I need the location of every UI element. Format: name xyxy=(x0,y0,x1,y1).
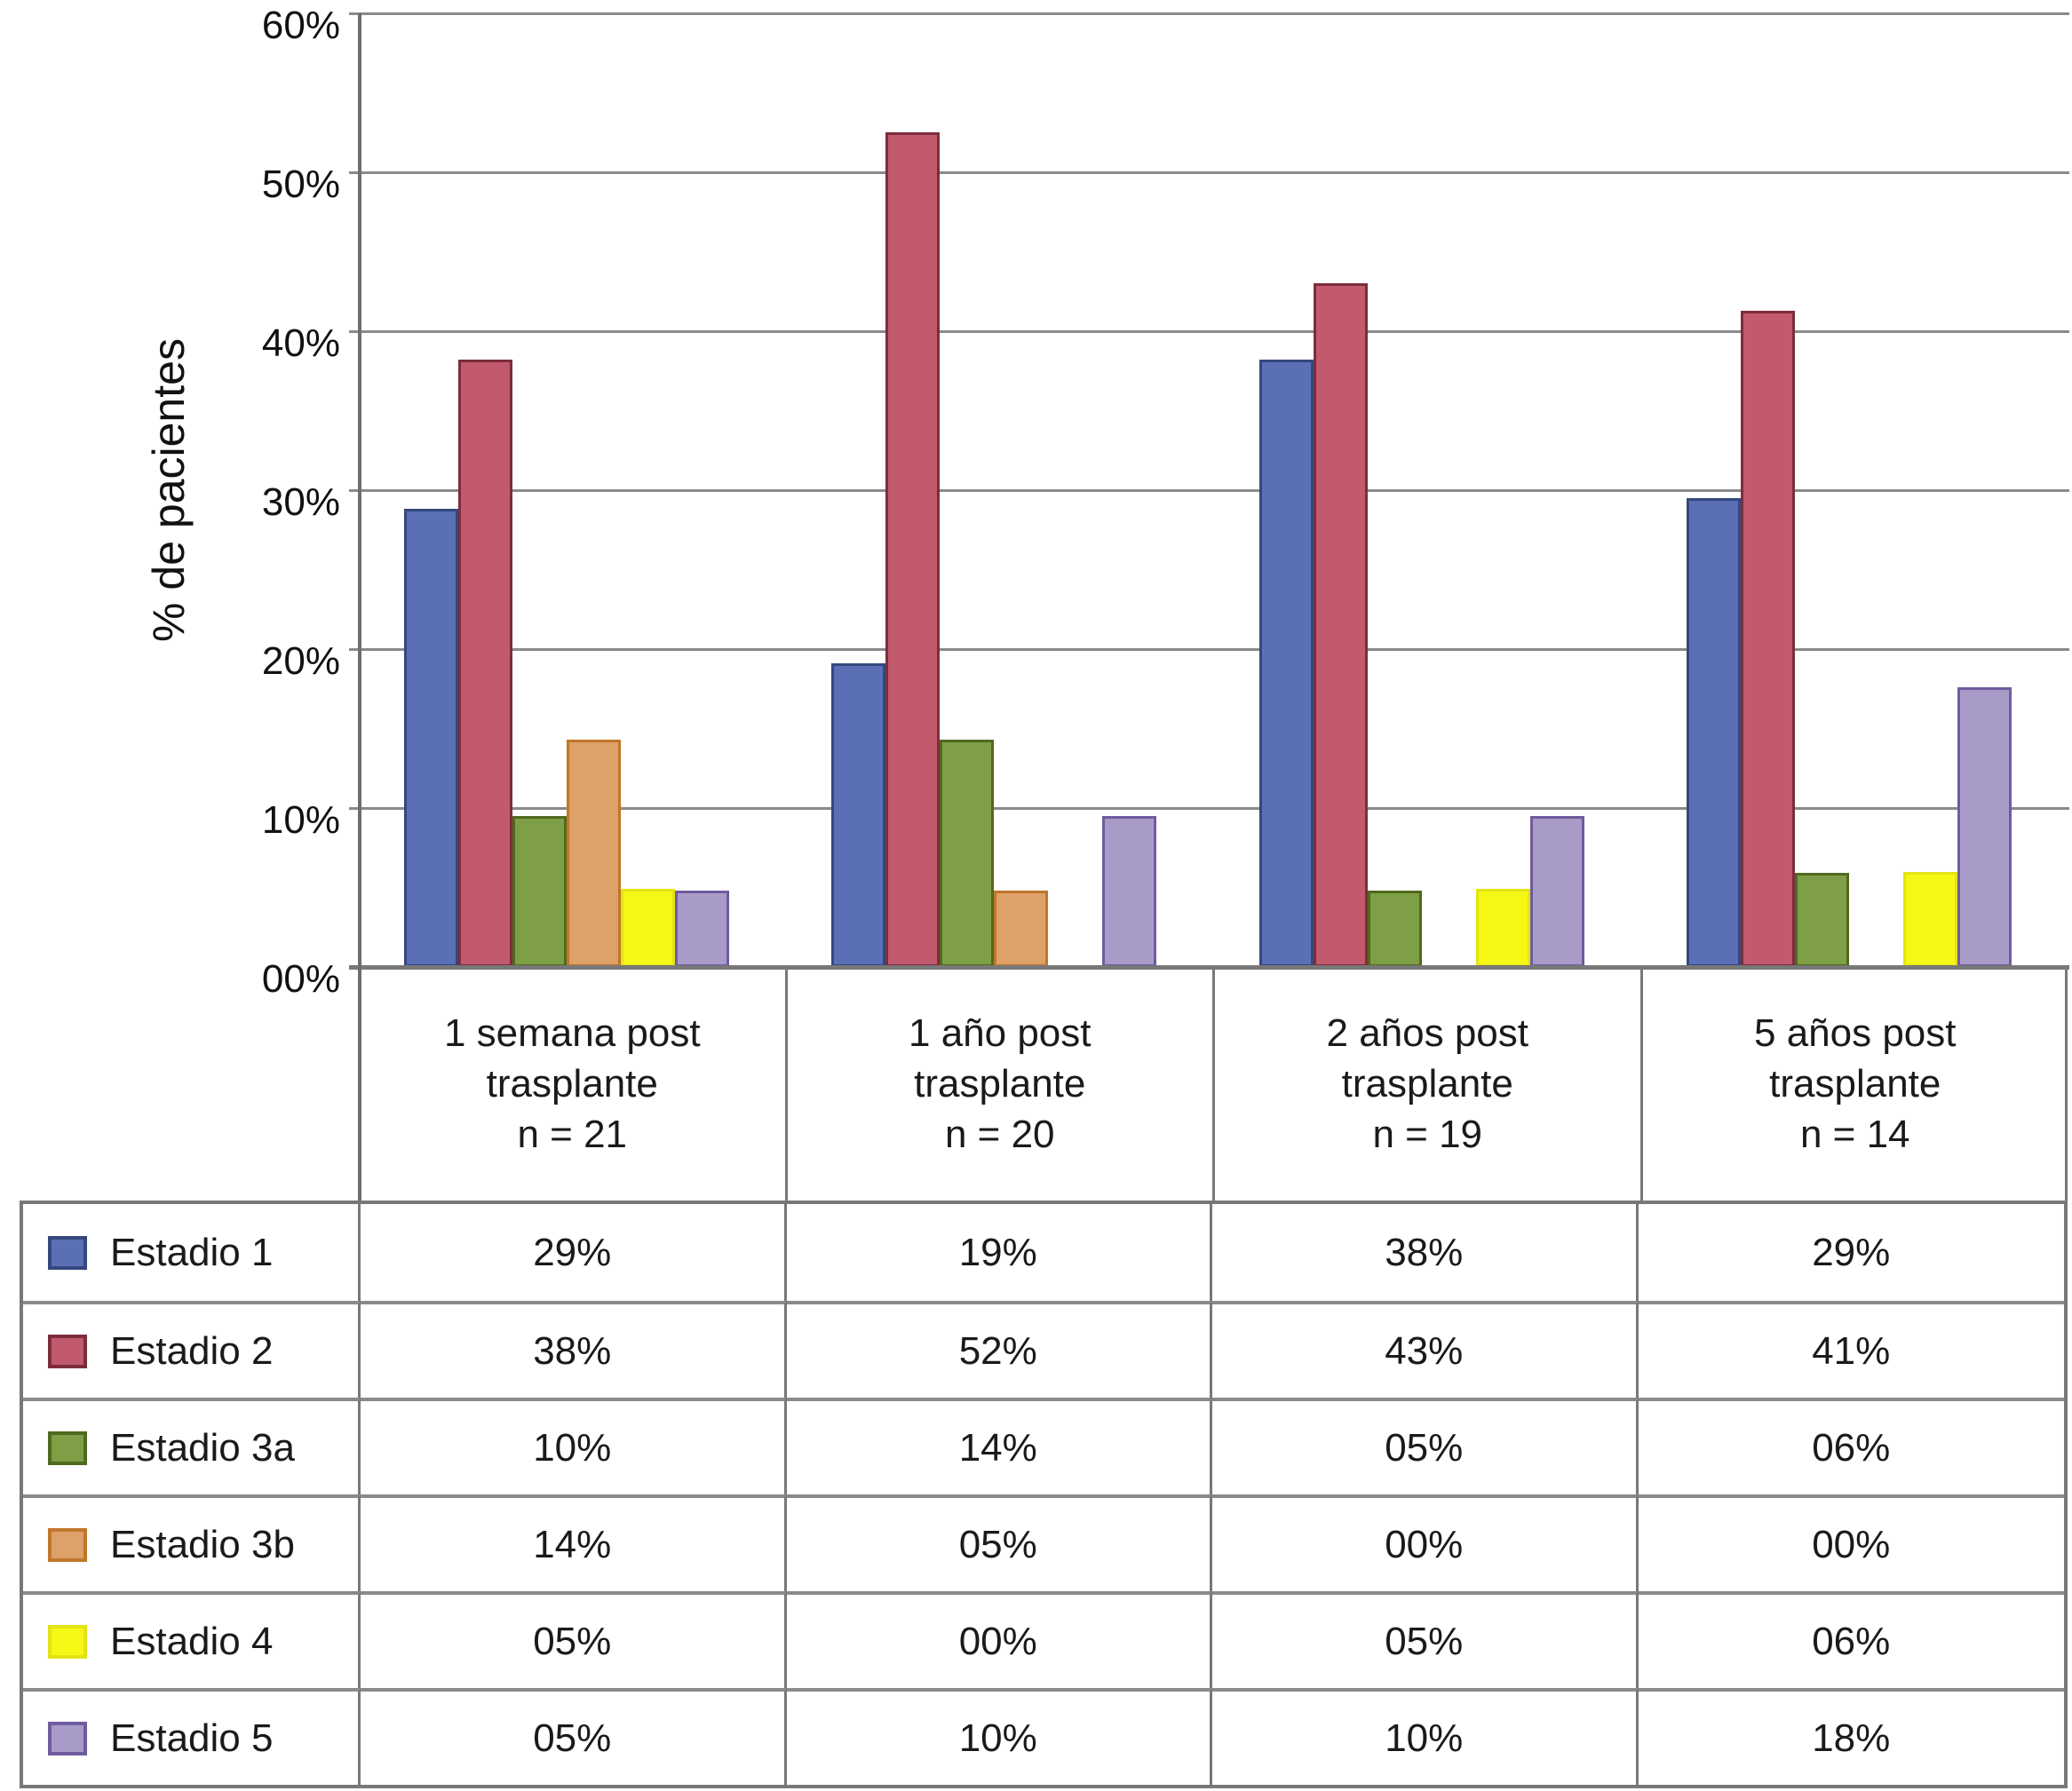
category-header-row: 1 semana post trasplante n = 21 1 año post t… xyxy=(360,967,2068,1201)
bar-estadio-3b-group-2 xyxy=(994,891,1048,967)
category-header-line: n = 20 xyxy=(944,1113,1055,1156)
table-value-cell: 05% xyxy=(361,1591,787,1688)
table-value-cell: 18% xyxy=(1638,1688,2064,1785)
table-value-cell: 05% xyxy=(1212,1591,1639,1688)
legend-swatch-estadio-5 xyxy=(48,1721,87,1755)
y-tick-label: 20% xyxy=(261,639,340,683)
table-value-cell: 05% xyxy=(786,1494,1212,1591)
category-header-4: 5 años post trasplante n = 14 xyxy=(1643,967,2068,1201)
category-header-line: trasplante xyxy=(1769,1062,1941,1106)
bar-estadio-2-group-3 xyxy=(1314,283,1368,967)
gridline xyxy=(349,12,2069,15)
category-header-line: 1 año post xyxy=(909,1011,1092,1055)
table-value-cell: 29% xyxy=(361,1204,787,1301)
table-value-cell: 10% xyxy=(361,1398,787,1494)
legend-swatch-estadio-3b xyxy=(48,1527,87,1562)
gridline xyxy=(349,807,2069,810)
table-value-cell: 00% xyxy=(1212,1494,1639,1591)
legend-label: Estadio 1 xyxy=(110,1230,274,1274)
table-value-cell: 05% xyxy=(1212,1398,1639,1494)
table-value-cell: 38% xyxy=(361,1301,787,1398)
header-row-right-border xyxy=(2065,967,2068,1201)
gridline xyxy=(349,330,2069,333)
y-tick-label: 40% xyxy=(261,321,340,365)
bar-estadio-3a-group-1 xyxy=(512,816,567,967)
bar-estadio-1-group-4 xyxy=(1687,498,1741,967)
table-value-cell: 19% xyxy=(787,1204,1212,1301)
category-header-line: trasplante xyxy=(486,1062,658,1106)
bar-estadio-2-group-2 xyxy=(885,132,940,967)
table-value-cell: 29% xyxy=(1812,1230,1891,1274)
table-value-cell: 38% xyxy=(1212,1204,1639,1301)
y-tick-label: 30% xyxy=(261,480,340,524)
table-value-cell: 00% xyxy=(1638,1494,2064,1591)
y-tick-label: 60% xyxy=(261,4,340,47)
y-axis-title: % de pacientes xyxy=(144,338,194,642)
category-header-3: 2 años post trasplante n = 19 xyxy=(1215,967,1643,1201)
bar-estadio-5-group-1 xyxy=(675,891,729,967)
legend-swatch-estadio-1 xyxy=(48,1235,87,1270)
table-value-cell: 14% xyxy=(786,1398,1212,1494)
table-value-cell: 10% xyxy=(1212,1688,1639,1785)
y-tick-label: 10% xyxy=(261,798,340,842)
y-tick-label: 00% xyxy=(261,957,340,1001)
table-value-cell: 00% xyxy=(786,1591,1212,1688)
table-value-cell: 05% xyxy=(361,1688,787,1785)
bar-estadio-3b-group-1 xyxy=(567,740,621,967)
legend-cell-estadio-3b: Estadio 3b xyxy=(23,1494,361,1591)
legend-label: Estadio 5 xyxy=(110,1716,274,1760)
table-value-cell: 14% xyxy=(361,1494,787,1591)
table-value-cell: 06% xyxy=(1638,1398,2064,1494)
category-header-line: n = 19 xyxy=(1372,1113,1483,1156)
category-header-line: 5 años post xyxy=(1754,1011,1957,1055)
bar-estadio-1-group-3 xyxy=(1259,360,1314,967)
bar-estadio-4-group-1 xyxy=(621,889,675,967)
legend-label: Estadio 3a xyxy=(110,1425,295,1470)
bar-estadio-4-group-4 xyxy=(1903,872,1957,967)
category-header-line: n = 14 xyxy=(1799,1113,1910,1156)
bar-estadio-1-group-2 xyxy=(831,663,885,967)
bar-estadio-2-group-4 xyxy=(1741,311,1795,967)
table-value-cell: 06% xyxy=(1638,1591,2064,1688)
data-table: Estadio 1 29% 19% 38% 29% Estadio 2 38% 52% 43% 4… xyxy=(20,1201,2068,1788)
bar-estadio-4-group-3 xyxy=(1476,889,1530,967)
table-value-cell: 10% xyxy=(786,1688,1212,1785)
y-tick-label: 50% xyxy=(261,162,340,206)
legend-cell-estadio-3a: Estadio 3a xyxy=(23,1398,361,1494)
gridline xyxy=(349,489,2069,492)
bar-estadio-5-group-4 xyxy=(1957,687,2012,967)
bar-estadio-1-group-1 xyxy=(404,509,458,967)
category-header-line: trasplante xyxy=(914,1062,1086,1106)
bar-estadio-2-group-1 xyxy=(458,360,512,967)
legend-label: Estadio 3b xyxy=(110,1522,295,1566)
legend-label: Estadio 2 xyxy=(110,1328,274,1373)
legend-cell-estadio-2: Estadio 2 xyxy=(23,1301,361,1398)
category-header-1: 1 semana post trasplante n = 21 xyxy=(360,967,788,1201)
category-header-line: 1 semana post xyxy=(443,1011,701,1055)
category-header-line: trasplante xyxy=(1341,1062,1513,1106)
legend-label: Estadio 4 xyxy=(110,1619,274,1663)
bar-estadio-3a-group-3 xyxy=(1368,891,1422,967)
table-value-cell: 52% xyxy=(786,1301,1212,1398)
bar-estadio-3a-group-2 xyxy=(940,740,994,967)
bar-estadio-5-group-3 xyxy=(1530,816,1584,967)
table-value-cell: 43% xyxy=(1212,1301,1639,1398)
gridline xyxy=(349,648,2069,651)
y-axis-line xyxy=(358,13,361,1201)
table-value-cell: 41% xyxy=(1638,1301,2064,1398)
bar-estadio-5-group-2 xyxy=(1102,816,1156,967)
category-header-line: 2 años post xyxy=(1326,1011,1529,1055)
bar-estadio-3a-group-4 xyxy=(1795,873,1849,967)
legend-swatch-estadio-2 xyxy=(48,1334,87,1368)
x-axis-baseline xyxy=(349,965,2069,970)
legend-cell-estadio-5: Estadio 5 xyxy=(23,1688,361,1785)
gridline xyxy=(349,171,2069,174)
category-header-2: 1 año post trasplante n = 20 xyxy=(788,967,1215,1201)
legend-cell-estadio-1: Estadio 1 xyxy=(23,1204,361,1301)
legend-swatch-estadio-4 xyxy=(48,1624,87,1659)
category-header-line: n = 21 xyxy=(517,1113,628,1156)
legend-cell-estadio-4: Estadio 4 xyxy=(23,1591,361,1688)
legend-swatch-estadio-3a xyxy=(48,1430,87,1465)
